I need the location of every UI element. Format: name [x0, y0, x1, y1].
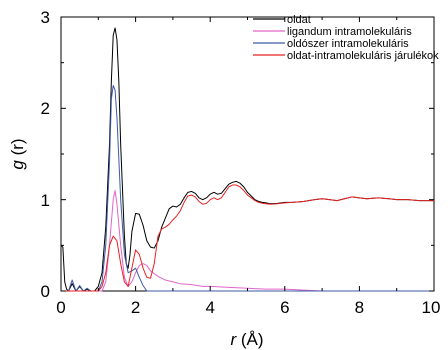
y-axis-unit: (r) [8, 138, 27, 160]
legend-label-jarulekok: oldat-intramolekuláris járulékok [287, 50, 439, 62]
legend: oldat ligandum intramolekuláris oldószer… [253, 14, 439, 62]
plot-area [60, 16, 435, 292]
tick-layer [60, 16, 435, 292]
x-tick-label: 4 [205, 298, 214, 317]
series-line-3 [61, 184, 434, 292]
x-tick-label: 10 [422, 298, 441, 317]
y-tick-label: 0 [41, 282, 50, 301]
x-tick-label: 0 [56, 298, 65, 317]
x-tick-label: 8 [355, 298, 364, 317]
series-line-1 [61, 190, 323, 292]
y-tick-label: 1 [41, 191, 50, 210]
x-tick-labels: 0 2 4 6 8 10 [56, 298, 440, 317]
x-axis-unit: (Å) [236, 330, 263, 349]
legend-label-oldoszer: oldószer intramolekuláris [287, 38, 409, 50]
legend-label-ligandum: ligandum intramolekuláris [287, 26, 412, 38]
x-tick-label: 2 [131, 298, 140, 317]
y-axis-title: g (r) [8, 138, 27, 169]
y-tick-labels: 0 1 2 3 [41, 8, 50, 301]
y-axis-variable: g [8, 160, 27, 170]
series-line-0 [60, 27, 434, 292]
x-axis-title: r (Å) [230, 330, 263, 349]
y-tick-label: 3 [41, 8, 50, 27]
series-layer [60, 27, 434, 292]
series-line-2 [61, 85, 434, 292]
y-tick-label: 2 [41, 99, 50, 118]
legend-label-oldat: oldat [287, 14, 311, 26]
x-tick-label: 6 [280, 298, 289, 317]
x-axis-variable: r [230, 330, 237, 349]
